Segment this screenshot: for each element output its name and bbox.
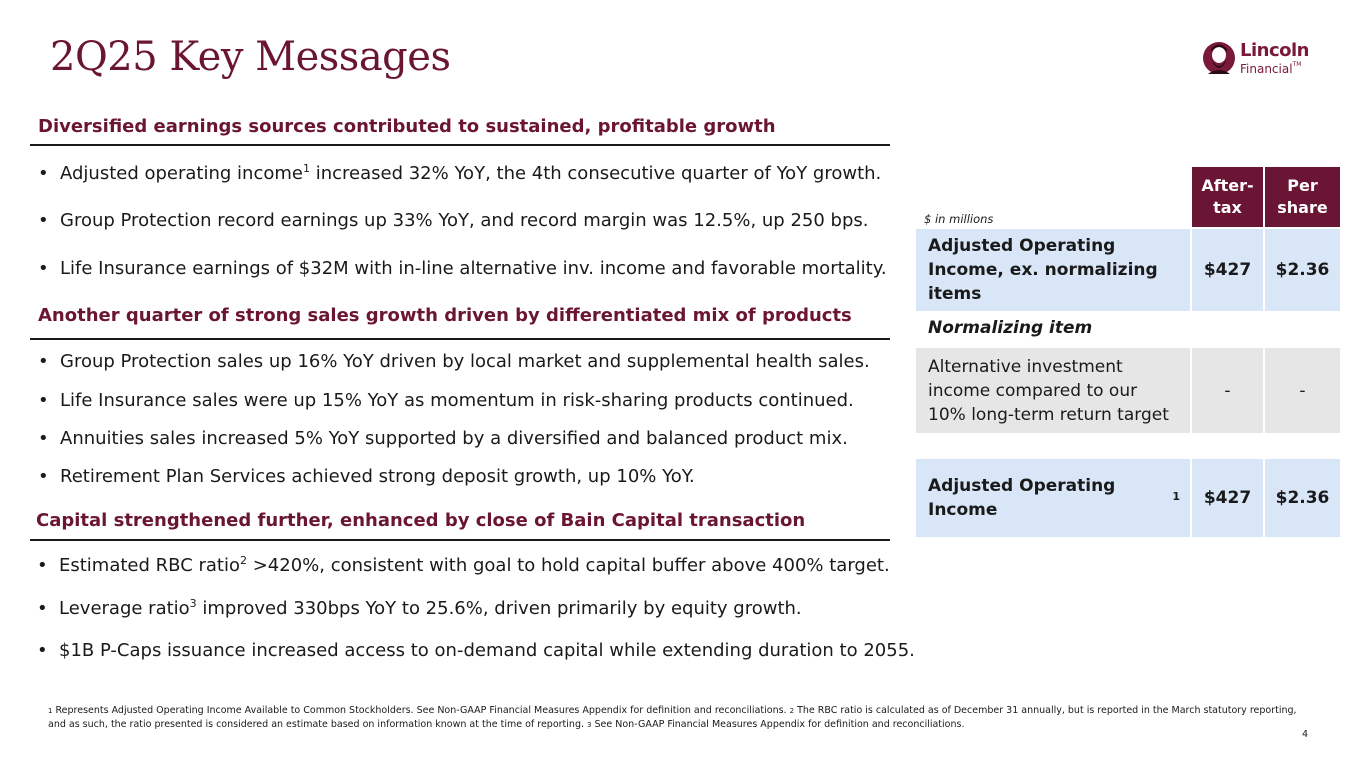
footnote: 1 Represents Adjusted Operating Income A… [48, 705, 1297, 730]
bullet-item: • Estimated RBC ratio2 >420%, consistent … [37, 554, 890, 576]
table-cell-value: $427 [1192, 229, 1263, 311]
bullet-item: • Life Insurance earnings of $32M with in… [38, 258, 887, 279]
lincoln-portrait-icon [1203, 42, 1235, 74]
table-subheading: Normalizing item [928, 318, 1093, 338]
section-divider [30, 539, 890, 541]
table-row-label: Alternative investment income compared t… [916, 348, 1190, 433]
logo-wordmark-primary: Lincoln [1240, 40, 1309, 61]
table-header-after-tax: After-tax [1192, 167, 1263, 227]
table-cell-value: $2.36 [1265, 229, 1340, 311]
table-units-note: $ in millions [924, 212, 994, 226]
page-number: 4 [1302, 729, 1309, 740]
bullet-item: • Group Protection sales up 16% YoY drive… [38, 351, 870, 372]
bullet-item: • Life Insurance sales were up 15% YoY as… [38, 390, 854, 411]
bullet-item: • Adjusted operating income1 increased 32… [38, 162, 882, 184]
table-cell-value: $427 [1192, 459, 1263, 537]
section-divider [30, 338, 890, 340]
section-divider [30, 144, 890, 146]
section-heading-capital: Capital strengthened further, enhanced b… [36, 510, 806, 531]
lincoln-financial-logo: Lincoln FinancialTM [1202, 40, 1312, 80]
section-heading-sales: Another quarter of strong sales growth d… [38, 305, 852, 326]
bullet-item: • Group Protection record earnings up 33%… [38, 210, 869, 231]
table-row-label: Adjusted Operating Income, ex. normalizi… [916, 229, 1190, 311]
bullet-item: • $1B P-Caps issuance increased access to… [37, 640, 915, 661]
table-cell-value: $2.36 [1265, 459, 1340, 537]
table-header-per-share: Per share [1265, 167, 1340, 227]
page-title: 2Q25 Key Messages [50, 34, 451, 80]
section-heading-earnings: Diversified earnings sources contributed… [38, 116, 776, 137]
bullet-item: • Leverage ratio3 improved 330bps YoY to … [37, 597, 802, 619]
table-row-label: Adjusted Operating Income 1 [916, 459, 1190, 537]
table-cell-value: - [1192, 348, 1263, 433]
logo-wordmark-secondary: FinancialTM [1240, 61, 1302, 76]
table-cell-value: - [1265, 348, 1340, 433]
bullet-item: • Retirement Plan Services achieved stron… [38, 466, 695, 487]
bullet-item: • Annuities sales increased 5% YoY suppor… [38, 428, 848, 449]
